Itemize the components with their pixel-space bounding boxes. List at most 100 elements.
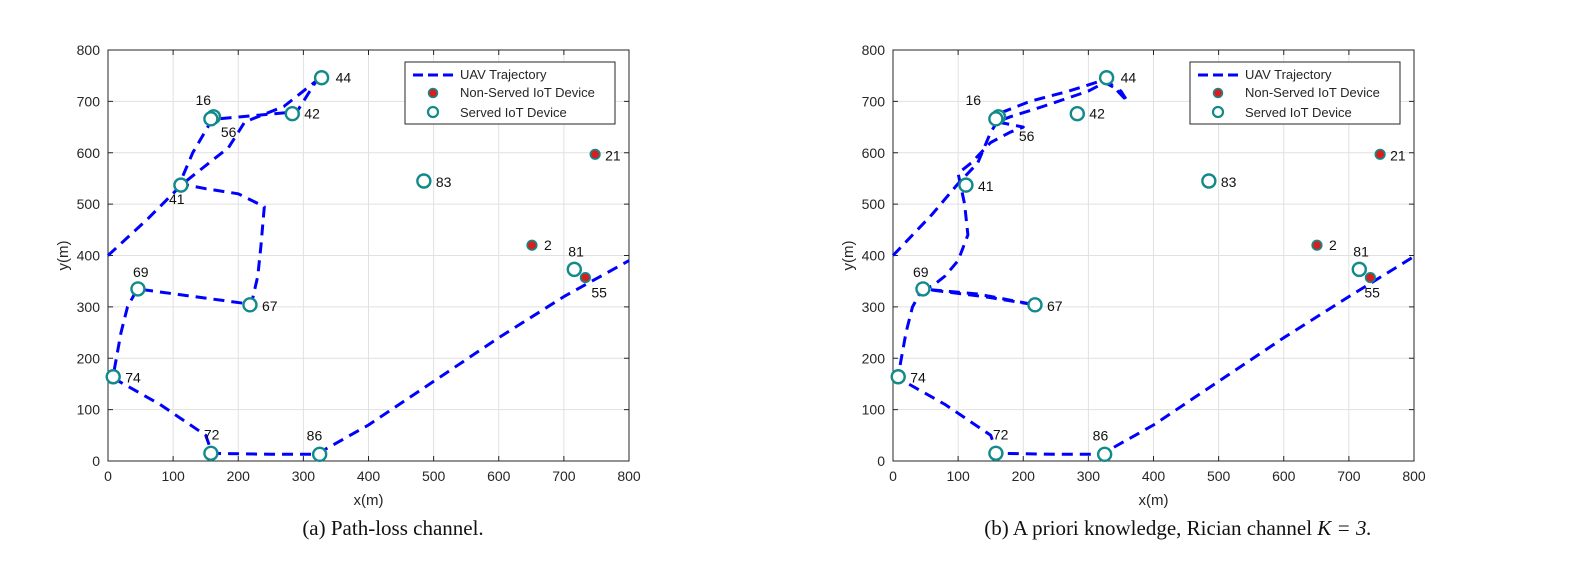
device-label-72: 72 <box>993 426 1009 442</box>
caption-a: (a) Path-loss channel. <box>0 516 786 541</box>
y-tick-label: 800 <box>862 42 886 58</box>
non-served-device-marker <box>526 239 538 251</box>
device-label-21: 21 <box>605 147 621 163</box>
device-label-81: 81 <box>568 243 584 259</box>
served-device-marker <box>284 106 301 122</box>
served-device-marker <box>988 445 1004 461</box>
y-tick-label: 500 <box>77 196 101 212</box>
x-tick-label: 800 <box>1402 468 1426 484</box>
device-label-74: 74 <box>125 370 141 386</box>
x-axis-label: x(m) <box>354 492 384 509</box>
y-tick-label: 100 <box>862 402 886 418</box>
y-tick-label: 200 <box>77 350 101 366</box>
served-device-marker <box>173 177 189 193</box>
caption-a-label: (a) <box>302 516 326 540</box>
device-label-44: 44 <box>336 70 352 86</box>
device-label-67: 67 <box>1047 298 1063 314</box>
device-label-2: 2 <box>544 237 552 253</box>
device-label-2: 2 <box>1329 237 1337 253</box>
y-tick-label: 200 <box>862 350 886 366</box>
device-label-81: 81 <box>1353 243 1369 259</box>
y-tick-label: 800 <box>77 42 101 58</box>
served-device-marker <box>416 173 432 189</box>
served-device-marker <box>1027 297 1043 313</box>
legend-box <box>1189 61 1401 125</box>
x-tick-label: 800 <box>617 468 641 484</box>
served-device-marker <box>1201 173 1217 189</box>
device-label-44: 44 <box>1121 70 1137 86</box>
x-tick-label: 300 <box>1077 468 1101 484</box>
non-served-device-marker <box>1364 271 1376 284</box>
served-device-marker <box>915 281 931 297</box>
y-tick-label: 0 <box>877 453 885 469</box>
device-label-56: 56 <box>1019 128 1035 144</box>
non-served-device-marker <box>579 271 591 284</box>
device-label-86: 86 <box>307 427 323 443</box>
device-label-69: 69 <box>913 264 929 280</box>
x-axis-label: x(m) <box>1139 492 1169 509</box>
x-tick-label: 500 <box>422 468 446 484</box>
y-tick-label: 400 <box>862 248 886 264</box>
legend-label-non-served: Non-Served IoT Device <box>460 85 595 100</box>
x-tick-label: 600 <box>1272 468 1296 484</box>
served-device-marker <box>203 445 219 461</box>
device-label-83: 83 <box>1221 174 1237 190</box>
served-device-marker <box>958 177 974 193</box>
y-tick-label: 700 <box>862 93 886 109</box>
x-tick-label: 400 <box>357 468 381 484</box>
legend-served-swatch <box>1211 105 1225 119</box>
y-tick-label: 500 <box>862 196 886 212</box>
served-device-marker <box>1096 446 1113 463</box>
x-tick-label: 700 <box>552 468 576 484</box>
chart-a: 0 100 200 300 400 500 600 700 800 0 100 200 300 400 50… <box>55 42 641 509</box>
device-label-41: 41 <box>169 191 185 207</box>
y-tick-label: 300 <box>77 299 101 315</box>
figure-panel-b: 0 100 200 300 400 500 600 700 800 0 100 200 300 400 50… <box>785 0 1571 571</box>
served-device-marker <box>105 369 121 385</box>
device-label-55: 55 <box>1364 285 1380 301</box>
non-served-device-marker <box>1311 239 1323 251</box>
caption-b-text: A priori knowledge, Rician channel <box>1012 516 1313 540</box>
device-label-21: 21 <box>1390 147 1406 163</box>
device-label-16: 16 <box>196 92 212 108</box>
legend-label-served: Served IoT Device <box>460 105 567 120</box>
x-tick-label: 200 <box>227 468 251 484</box>
served-device-marker <box>890 369 906 385</box>
x-tick-label: 600 <box>487 468 511 484</box>
served-device-marker <box>1069 106 1086 122</box>
device-label-74: 74 <box>910 370 926 386</box>
served-device-marker <box>203 111 219 127</box>
device-label-86: 86 <box>1093 427 1109 443</box>
x-tick-label: 200 <box>1012 468 1036 484</box>
served-device-marker <box>242 297 258 313</box>
non-served-device-marker <box>589 148 601 160</box>
served-device-marker <box>566 261 582 278</box>
caption-a-text: Path-loss channel. <box>330 516 484 540</box>
served-device-marker <box>130 281 146 297</box>
device-label-16: 16 <box>966 92 982 108</box>
uav-trajectory-line <box>106 79 630 456</box>
legend-label-trajectory: UAV Trajectory <box>460 67 547 82</box>
y-axis-label: y(m) <box>840 241 857 271</box>
legend-label-trajectory: UAV Trajectory <box>1245 67 1332 82</box>
y-tick-label: 400 <box>77 248 101 264</box>
device-label-56: 56 <box>221 124 237 140</box>
served-device-marker <box>313 70 330 86</box>
x-tick-label: 0 <box>104 468 112 484</box>
non-served-device-marker <box>1374 148 1386 160</box>
x-tick-label: 0 <box>889 468 897 484</box>
device-label-69: 69 <box>133 264 149 280</box>
device-label-41: 41 <box>978 178 994 194</box>
legend-non-served-swatch <box>427 87 439 99</box>
device-label-67: 67 <box>262 298 278 314</box>
device-label-42: 42 <box>304 106 320 122</box>
device-label-42: 42 <box>1089 106 1105 122</box>
y-tick-label: 600 <box>77 145 101 161</box>
y-tick-label: 700 <box>77 93 101 109</box>
device-label-83: 83 <box>436 174 452 190</box>
x-tick-label: 300 <box>292 468 316 484</box>
legend-served-swatch <box>426 105 440 119</box>
device-label-55: 55 <box>591 285 607 301</box>
served-device-marker <box>988 111 1004 127</box>
legend-box <box>404 61 616 125</box>
